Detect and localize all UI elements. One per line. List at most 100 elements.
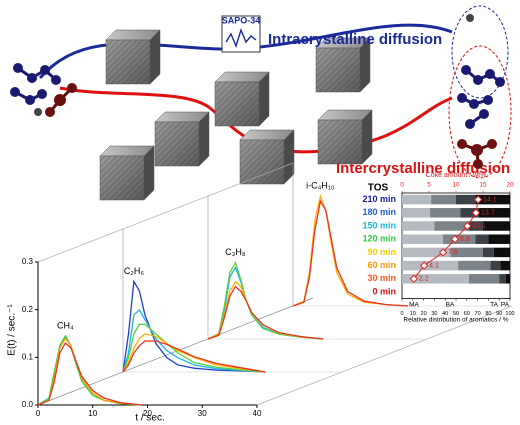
curve [292,199,409,307]
bar-segment [431,194,456,205]
bar-segment [490,260,501,271]
y-tick-label: 0.0 [22,400,34,409]
y-axis-title: E(t) / sec.⁻¹ [7,304,18,356]
cube-texture [240,140,284,184]
x-tick-label: 70 [475,311,481,317]
bar-segment [402,274,469,284]
bar-segment [402,247,451,258]
depth-axis [37,162,294,263]
cube-texture [215,82,259,126]
bar-segment [468,221,483,231]
coke-value-label: 12.1 [472,223,486,230]
category-header: TOS [368,183,389,194]
coke-value-label: 7.6 [448,249,458,256]
coke-tick-label: 10 [452,182,460,189]
bar-segment [402,234,444,244]
bar-segment [468,274,500,284]
bar-segment [402,221,435,231]
x-tick-label: 30 [431,311,437,317]
curve [122,279,266,373]
x-tick-label: 40 [253,409,262,418]
curve [122,308,266,373]
bar-segment [500,260,510,271]
cube-texture [155,122,199,166]
curve [122,323,266,373]
diffusion-diagram: SAPO-34 Intracrystalline diffusion Inter… [10,5,512,201]
y-tick-label: 0.3 [22,257,34,266]
bar-segment [458,260,491,271]
legend-label: MA [409,301,419,308]
x-tick-label: 20 [143,409,152,418]
x-tick-label: 30 [198,409,207,418]
bar-segment [475,194,510,205]
x-tick-label: 90 [496,311,502,317]
sapo-wave [225,27,257,49]
bar-segment [483,247,494,258]
x-tick-label: 80 [485,311,491,317]
x-tick-label: 20 [421,311,427,317]
bar-segment [505,274,510,284]
bar-segment [460,208,479,218]
bar-segment [483,221,510,231]
coke-marker [450,234,460,244]
x-tick-label: 100 [505,311,514,317]
coke-marker [438,248,448,257]
curve [207,261,324,340]
coke-marker [409,274,419,284]
bar-segment [456,194,476,205]
category-label: 150 min [362,220,396,230]
coke-tick-label: 20 [506,182,514,189]
x-tick-label: 60 [464,311,470,317]
intra-label: Intracrystalline diffusion [268,31,442,48]
category-label: 210 min [362,194,396,204]
bar-segment [434,221,469,231]
bar-segment [475,234,489,244]
coke-value-label: 14.1 [483,196,497,203]
bar-segment [499,274,506,284]
coke-value-label: 13.7 [481,210,495,217]
bar-segment [478,208,510,218]
coke-value-label: 9.8 [460,236,470,243]
curve [37,341,143,406]
bar-segment [430,208,461,218]
panel-label: C₂H₆ [124,266,144,276]
atoms [10,14,505,169]
cube-texture [318,120,362,164]
coke-marker [473,195,483,204]
legend-label: TA [490,301,498,308]
category-label: 30 min [367,273,396,283]
coke-marker [471,208,481,218]
coke-tick-label: 5 [427,182,431,189]
panel-label: CH₄ [57,320,74,330]
category-label: 60 min [367,260,396,270]
coke-axis-title: Coke amount / wt% [426,172,487,179]
coke-value-label: 4.1 [429,262,439,269]
bar-segment [402,260,459,271]
x-axis-title: t / sec. [135,413,164,424]
x-tick-label: 50 [453,311,459,317]
category-label: 120 min [362,234,396,244]
x-tick-label: 0 [36,409,41,418]
cube-texture [106,40,150,84]
sapo-label: SAPO-34 [222,15,261,25]
bar-segment [488,234,510,244]
category-label: 0 min [372,286,396,296]
panel-label: C₃H₈ [225,247,246,257]
legend-label: BA [446,301,455,308]
x-axis-title: Relative distribution of aromatics / % [403,317,508,324]
category-label: 180 min [362,207,396,217]
coke-tick-label: 15 [479,182,487,189]
waterfall-chart: E(t) / sec.⁻¹ t / sec. 0.0 0.1 0.2 0.3 0 10 20… [7,162,513,424]
panel-label: i-C₄H₁₀ [306,181,335,191]
bar-segment [402,194,432,205]
legend-label: PA [501,301,510,308]
x-tick-label: 0 [400,311,403,317]
cube-texture [316,48,360,92]
coke-marker [463,221,472,231]
intra-ellipse [451,5,509,99]
bar-segment [402,208,431,218]
category-label: 90 min [367,247,396,257]
inset-chart: TOS Coke amount / wt% Relative distribut… [362,172,514,324]
curve [122,340,266,373]
